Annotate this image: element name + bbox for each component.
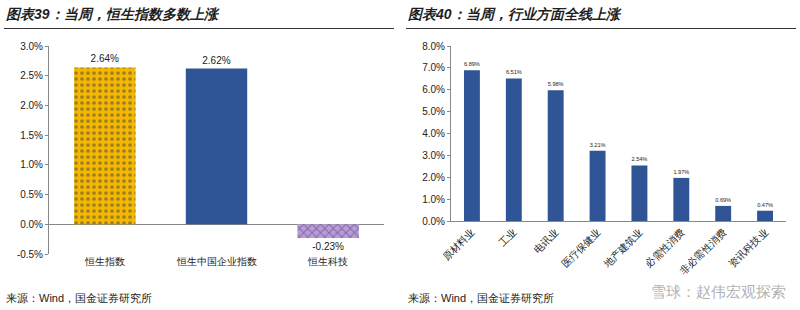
svg-text:0.0%: 0.0% <box>422 216 445 227</box>
svg-text:6.0%: 6.0% <box>422 84 445 95</box>
svg-text:2.0%: 2.0% <box>20 100 43 111</box>
svg-text:8.0%: 8.0% <box>422 41 445 52</box>
svg-text:0.69%: 0.69% <box>715 197 731 203</box>
html-text:来源：Wind，国金证券研究所: 来源：Wind，国金证券研究所 <box>6 292 153 304</box>
svg-text:医疗保健业: 医疗保健业 <box>559 226 602 269</box>
svg-text:工业: 工业 <box>497 226 519 248</box>
html-text:图表39：当周，恒生指数多数上涨: 图表39：当周，恒生指数多数上涨 <box>6 6 218 22</box>
svg-text:6.51%: 6.51% <box>506 69 522 75</box>
svg-text:3.0%: 3.0% <box>422 150 445 161</box>
svg-text:资讯科技业: 资讯科技业 <box>727 226 770 269</box>
svg-text:地产建筑业: 地产建筑业 <box>601 226 645 270</box>
svg-text:电讯业: 电讯业 <box>532 226 561 255</box>
svg-text:0.47%: 0.47% <box>757 202 773 208</box>
svg-text:2.54%: 2.54% <box>631 156 647 162</box>
svg-text:5.0%: 5.0% <box>422 106 445 117</box>
svg-text:-0.5%: -0.5% <box>17 249 43 260</box>
svg-text:6.89%: 6.89% <box>464 61 480 67</box>
svg-text:0.0%: 0.0% <box>20 219 43 230</box>
svg-text:5.98%: 5.98% <box>548 81 564 87</box>
svg-text:0.5%: 0.5% <box>20 189 43 200</box>
svg-text:-0.23%: -0.23% <box>312 241 344 252</box>
svg-text:2.62%: 2.62% <box>202 55 230 66</box>
svg-text:2.5%: 2.5% <box>20 70 43 81</box>
svg-text:恒生指数: 恒生指数 <box>84 256 125 267</box>
svg-text:恒生中国企业指数: 恒生中国企业指数 <box>176 256 257 267</box>
svg-text:1.5%: 1.5% <box>20 130 43 141</box>
svg-text:1.0%: 1.0% <box>20 159 43 170</box>
svg-text:2.64%: 2.64% <box>91 53 119 64</box>
svg-text:7.0%: 7.0% <box>422 62 445 73</box>
html-text:图表40：当周，行业方面全线上涨: 图表40：当周，行业方面全线上涨 <box>408 6 620 22</box>
svg-text:3.21%: 3.21% <box>590 142 606 148</box>
svg-text:非必需性消费: 非必需性消费 <box>678 226 728 276</box>
svg-text:必需性消费: 必需性消费 <box>643 226 686 269</box>
svg-text:恒生科技: 恒生科技 <box>307 256 348 267</box>
html-text:雪球：赵伟宏观探索: 雪球：赵伟宏观探索 <box>651 283 786 300</box>
svg-text:3.0%: 3.0% <box>20 41 43 52</box>
svg-text:1.97%: 1.97% <box>673 169 689 175</box>
html-text:来源：Wind，国金证券研究所: 来源：Wind，国金证券研究所 <box>408 292 555 304</box>
svg-text:原材料业: 原材料业 <box>441 226 477 262</box>
svg-text:4.0%: 4.0% <box>422 128 445 139</box>
svg-text:2.0%: 2.0% <box>422 172 445 183</box>
svg-text:1.0%: 1.0% <box>422 194 445 205</box>
